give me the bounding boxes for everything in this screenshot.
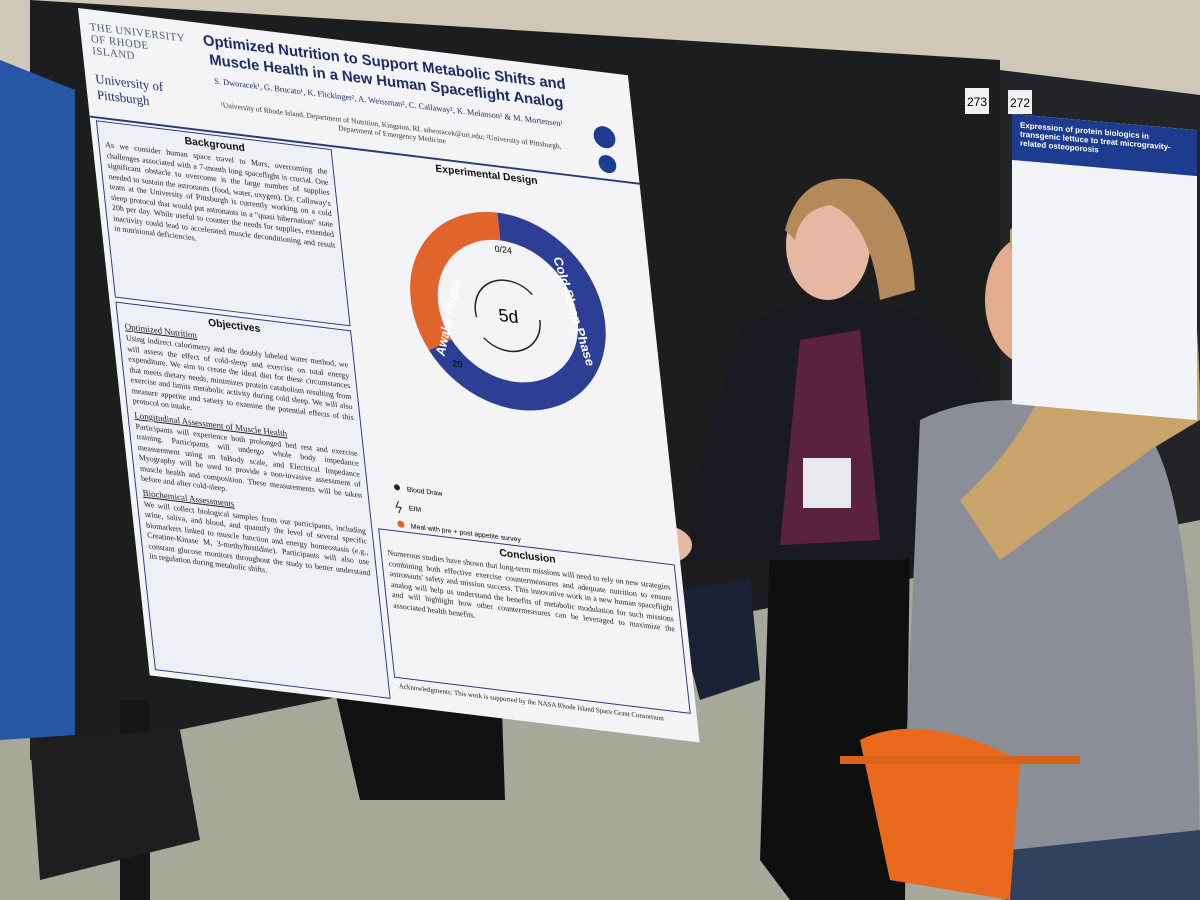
logo: University of Pittsburgh bbox=[94, 70, 164, 109]
booth-tag bbox=[965, 88, 989, 114]
background-section: Background As we consider human space tr… bbox=[95, 120, 351, 327]
neighbor-poster: Expression of protein biologics in trans… bbox=[1012, 113, 1197, 421]
awake-arc bbox=[410, 211, 501, 351]
nasa-logo bbox=[592, 124, 617, 150]
visitor-jeans bbox=[1005, 830, 1200, 900]
left-poster bbox=[0, 60, 75, 740]
objectives-section: Objectives Optimized Nutrition Using ind… bbox=[115, 301, 391, 699]
legend-label: Blood Draw bbox=[407, 487, 444, 498]
presenter-badge bbox=[803, 458, 851, 508]
legend-icon bbox=[397, 520, 405, 528]
cycle-arrow bbox=[483, 319, 541, 353]
person-background bbox=[30, 730, 200, 880]
start-label: 0/24 bbox=[494, 244, 512, 256]
cycle-arrow bbox=[474, 279, 533, 318]
legend-icon bbox=[394, 484, 400, 491]
booth-tag bbox=[1008, 90, 1032, 114]
sleep-arc bbox=[429, 212, 606, 411]
legend-icon bbox=[395, 500, 402, 514]
cycle-label: 5d bbox=[498, 305, 520, 327]
poster: THE UNIVERSITY OF RHODE ISLAND Universit… bbox=[78, 8, 700, 743]
booth-number: 273 bbox=[967, 95, 987, 109]
presenter-hair bbox=[785, 178, 915, 300]
person-background bbox=[670, 580, 760, 700]
cycle-diagram: Awake Phase Cold Sleep Phase 0/24 20 5d … bbox=[394, 211, 606, 544]
logo: THE UNIVERSITY OF RHODE ISLAND bbox=[89, 21, 186, 63]
nasa-logo bbox=[597, 154, 618, 175]
hour-label: 20 bbox=[452, 358, 463, 369]
design-section: Experimental Design Awake Phase Cold Sle… bbox=[337, 150, 674, 563]
legend-label: EIM bbox=[409, 505, 422, 514]
presenter-pants bbox=[760, 540, 910, 900]
presenter-face bbox=[786, 190, 870, 300]
visitor-handbag bbox=[860, 728, 1020, 900]
booth-number: 272 bbox=[1010, 96, 1030, 110]
